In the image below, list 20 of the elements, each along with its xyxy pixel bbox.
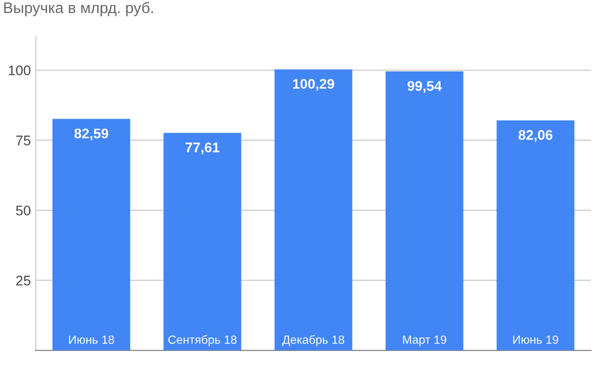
- x-tick-label: Июнь 18: [69, 336, 114, 344]
- data-label: 77,61: [186, 142, 220, 154]
- y-tick-label: 75: [16, 136, 30, 146]
- data-label: 82,06: [518, 130, 552, 142]
- bar: [52, 118, 130, 350]
- x-tick-label: Сентябрь 18: [168, 335, 237, 346]
- y-tick-label: 100: [8, 65, 30, 76]
- x-tick-label: Март 19: [403, 336, 446, 346]
- bar: [274, 69, 352, 350]
- bar: [386, 71, 464, 350]
- data-label: 82,59: [74, 128, 108, 140]
- data-label: 99,54: [408, 81, 442, 93]
- bar: [496, 120, 574, 350]
- data-label: 100,29: [293, 78, 334, 91]
- x-tick-label: Декабрь 18: [282, 335, 344, 346]
- y-tick-label: 25: [16, 276, 30, 286]
- bar: [164, 132, 242, 350]
- chart-title: Выручка в млрд. руб.: [4, 2, 153, 16]
- y-tick-label: 50: [16, 206, 30, 216]
- x-tick-label: Июнь 19: [513, 336, 558, 344]
